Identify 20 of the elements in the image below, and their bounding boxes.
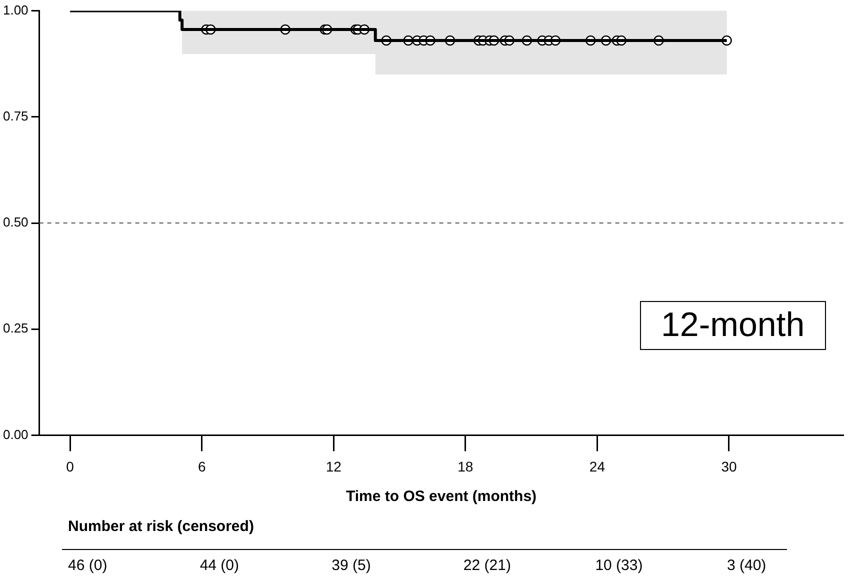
x-tick-label: 30 [721,458,737,474]
x-tick-label: 24 [589,458,606,474]
y-tick-label: 1.00 [2,2,28,18]
y-tick-label: 0.75 [2,108,28,124]
y-tick-label: 0.00 [2,426,28,442]
x-axis-title: Time to OS event (months) [346,488,537,506]
text: 39 (5) [332,557,371,574]
text: 22 (21) [463,557,511,574]
x-tick-label: 6 [198,458,206,474]
text: 44 (0) [200,557,240,574]
text: 46 (0) [68,557,108,574]
x-tick-label: 0 [66,458,74,474]
x-tick-label: 12 [326,458,342,474]
y-tick-label: 0.25 [2,320,28,336]
x-tick-label: 18 [458,458,474,474]
text: Number at risk (censored) [68,518,254,535]
text: 3 (40) [726,557,766,574]
text: 10 (33) [595,557,643,574]
annotation: 12-month [640,301,826,350]
y-tick-label: 0.50 [2,214,28,230]
